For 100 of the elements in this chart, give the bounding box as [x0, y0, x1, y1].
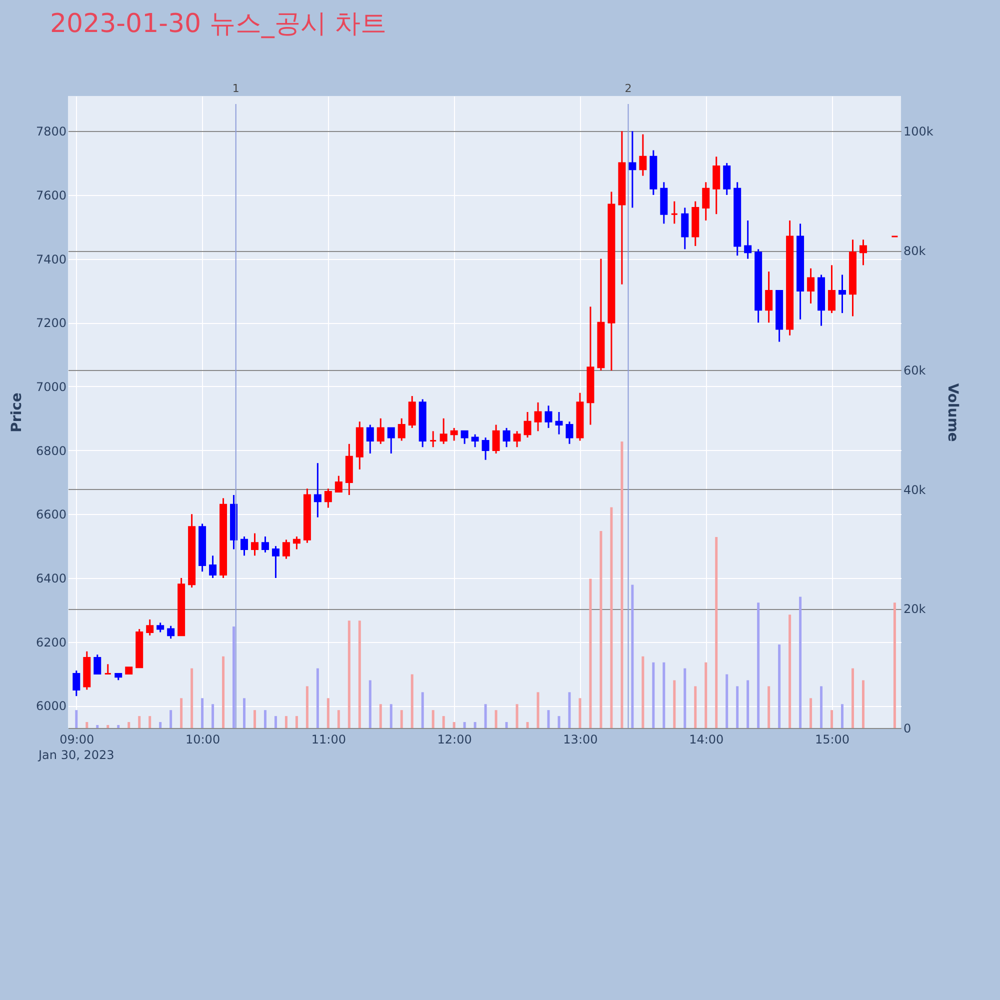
- candlestick: [859, 238, 867, 266]
- bar: [810, 698, 812, 728]
- candlestick: [398, 418, 406, 442]
- candlestick: [492, 424, 500, 454]
- x-tick-label: 12:00: [437, 732, 472, 746]
- candlestick: [670, 200, 678, 224]
- candlestick: [702, 181, 710, 222]
- y2-tick-label: 80k: [904, 244, 926, 258]
- bar: [830, 710, 834, 728]
- bar: [694, 686, 697, 728]
- bar: [432, 710, 434, 728]
- bar: [190, 668, 194, 728]
- bar: [474, 722, 476, 728]
- bar: [799, 596, 802, 728]
- x-tick-label: 15:00: [814, 732, 850, 746]
- candlestick: [471, 434, 479, 448]
- y-tick-label: 6600: [36, 508, 66, 522]
- x-tick-label: 13:00: [563, 732, 598, 746]
- bar: [746, 680, 750, 728]
- bar: [788, 614, 792, 728]
- bar: [348, 620, 350, 728]
- bar: [253, 710, 256, 728]
- bar: [505, 722, 508, 728]
- bar: [578, 698, 582, 728]
- bar: [484, 704, 487, 728]
- text: Jan 30, 2023: [38, 748, 114, 762]
- y2-axis-title: Volume: [944, 383, 960, 442]
- candlestick: [408, 395, 416, 429]
- bar: [463, 722, 466, 728]
- bar: [148, 716, 152, 728]
- bar: [715, 537, 718, 728]
- candlestick: [534, 402, 542, 432]
- candlestick: [334, 475, 342, 493]
- bar: [75, 710, 78, 728]
- bar: [757, 602, 760, 728]
- y2-tick-label: 40k: [904, 482, 926, 497]
- candlestick: [209, 554, 217, 579]
- bar: [851, 668, 854, 728]
- bar: [778, 644, 781, 728]
- bar: [547, 710, 550, 728]
- candlestick: [376, 418, 384, 445]
- y-tick-label: 6200: [36, 635, 66, 650]
- candlestick: [838, 274, 846, 314]
- bar: [400, 710, 403, 728]
- candlestick: [566, 420, 574, 445]
- candlestick: [366, 424, 374, 454]
- candlestick: [513, 430, 521, 448]
- candlestick: [387, 427, 395, 454]
- bar: [726, 674, 728, 728]
- bar: [652, 662, 655, 728]
- candlestick: [681, 206, 689, 250]
- bar: [558, 716, 560, 728]
- bar: [96, 725, 99, 728]
- bar: [673, 680, 676, 728]
- candlestick: [723, 162, 731, 196]
- bar: [494, 710, 498, 728]
- y-axis-title: Price: [8, 392, 25, 432]
- y-tick-label: 6400: [36, 571, 66, 586]
- candlestick: [482, 436, 490, 461]
- bar: [631, 584, 634, 728]
- candlestick: [272, 545, 280, 579]
- candlestick: [544, 404, 552, 429]
- candlestick: [765, 270, 773, 324]
- chart-title: 2023-01-30 뉴스_공시 차트: [50, 9, 387, 39]
- bar: [390, 704, 392, 728]
- candlestick: [712, 156, 720, 215]
- candlestick: [72, 670, 80, 697]
- candlestick: [450, 427, 458, 442]
- candlestick: [282, 538, 290, 560]
- bar: [442, 716, 445, 728]
- candlestick: [628, 130, 636, 208]
- candlestick: [250, 532, 258, 556]
- bar: [736, 686, 739, 728]
- bar: [295, 716, 298, 728]
- bar: [589, 578, 592, 728]
- candlestick: [146, 618, 154, 636]
- bar: [337, 710, 340, 728]
- bar: [243, 698, 246, 728]
- y-tick-label: 6800: [36, 444, 66, 458]
- bar: [452, 722, 456, 728]
- candlestick: [828, 264, 836, 314]
- y-tick-label: 6000: [36, 699, 66, 714]
- candlestick: [440, 418, 448, 445]
- candlestick: [314, 462, 322, 518]
- bar: [232, 626, 236, 728]
- y-tick-label: 7600: [36, 188, 66, 202]
- y2-tick-label: 0: [904, 722, 912, 736]
- candlestick: [502, 427, 510, 448]
- y-tick-label: 7400: [36, 252, 66, 266]
- candlestick: [429, 430, 437, 448]
- bar: [306, 686, 308, 728]
- candlestick: [524, 411, 532, 438]
- x-tick-label: 14:00: [689, 732, 724, 746]
- bar: [326, 698, 330, 728]
- bar: [201, 698, 204, 728]
- bar: [138, 716, 141, 728]
- x-tick-label: 10:00: [185, 732, 220, 746]
- bar: [704, 662, 708, 728]
- bar: [862, 680, 864, 728]
- y2-tick-label: 100k: [904, 124, 934, 139]
